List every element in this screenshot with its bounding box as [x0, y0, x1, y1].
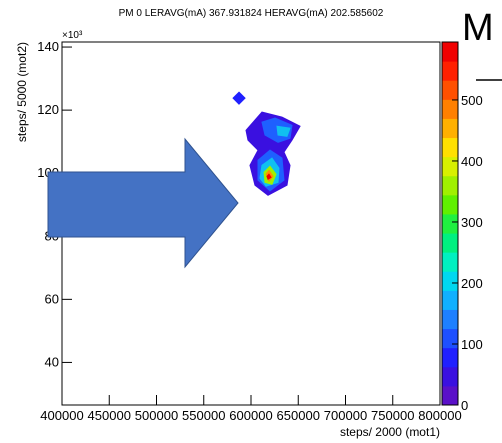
x-tick-label: 800000 — [418, 408, 461, 423]
colorbar-cell — [442, 175, 458, 196]
z-tick-label: 400 — [461, 154, 483, 169]
x-tick-label: 500000 — [135, 408, 178, 423]
x-tick-label: 400000 — [40, 408, 83, 423]
arrow — [47, 137, 239, 269]
colorbar-frame — [441, 41, 459, 406]
colorbar-cell — [442, 252, 458, 272]
z-tick-label: 500 — [461, 93, 483, 108]
x-tick-label: 650000 — [277, 408, 320, 423]
colorbar-cell — [442, 233, 458, 253]
colorbar-cell — [442, 99, 458, 119]
z-tick-label: 100 — [461, 337, 483, 352]
z-tick-label: 200 — [461, 276, 483, 291]
slide-fragment: M — [462, 7, 494, 49]
y-tick-label: 120 — [37, 102, 59, 117]
x-tick-label: 600000 — [229, 408, 272, 423]
colorbar-cell — [442, 271, 458, 291]
chart-title: PM 0 LERAVG(mA) 367.931824 HERAVG(mA) 20… — [119, 8, 384, 19]
colorbar-cell — [442, 309, 458, 330]
x-tick-label: 550000 — [182, 408, 225, 423]
colorbar-cell — [442, 137, 458, 158]
y-tick-label: 140 — [37, 39, 59, 54]
colorbar-cell — [442, 194, 458, 215]
colorbar-cell — [442, 347, 458, 368]
colorbar-cell — [442, 61, 458, 81]
z-tick-label: 300 — [461, 215, 483, 230]
y-tick-label: 60 — [45, 291, 59, 306]
x-tick-label: 700000 — [324, 408, 367, 423]
colorbar-cell — [442, 118, 458, 139]
y-tick-label: 40 — [45, 354, 59, 369]
y-exponent: ×10³ — [62, 30, 83, 41]
colorbar-cell — [442, 385, 458, 406]
colorbar-cell — [442, 290, 458, 310]
y-axis-label: steps/ 5000 (mot2) — [15, 42, 29, 142]
z-tick-label: 0 — [461, 398, 468, 413]
contour-region — [276, 125, 291, 137]
x-axis-label: steps/ 2000 (mot1) — [340, 425, 440, 439]
colorbar-cell — [442, 366, 458, 387]
colorbar-cell — [442, 156, 458, 177]
x-tick-label: 750000 — [371, 408, 414, 423]
colorbar-cell — [442, 80, 458, 100]
colorbar-cell — [442, 213, 458, 234]
contour-region — [232, 91, 246, 105]
colorbar-cell — [442, 328, 458, 349]
colorbar-cell — [442, 42, 458, 62]
x-tick-label: 450000 — [88, 408, 131, 423]
contour-region — [266, 173, 272, 180]
